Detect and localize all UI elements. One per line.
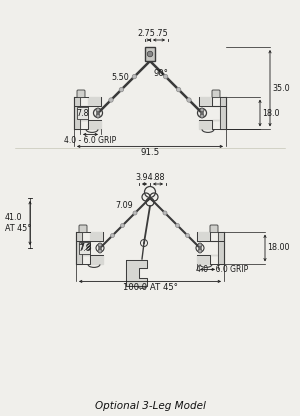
Circle shape (200, 108, 204, 112)
Polygon shape (76, 232, 82, 265)
Text: 90°: 90° (154, 69, 169, 77)
Polygon shape (76, 232, 103, 241)
Circle shape (132, 74, 137, 79)
FancyBboxPatch shape (79, 225, 87, 233)
FancyBboxPatch shape (145, 47, 155, 61)
FancyBboxPatch shape (79, 242, 90, 255)
Circle shape (121, 223, 124, 228)
Text: 5.50: 5.50 (111, 73, 129, 82)
Circle shape (119, 87, 124, 92)
Circle shape (110, 233, 115, 238)
Text: 7.8: 7.8 (78, 244, 91, 253)
Circle shape (176, 223, 179, 228)
Circle shape (164, 74, 168, 79)
Polygon shape (74, 97, 101, 106)
Text: 7.8: 7.8 (80, 243, 92, 253)
Text: 4.0 - 6.0 GRIP: 4.0 - 6.0 GRIP (196, 265, 249, 274)
Text: 7.09: 7.09 (115, 201, 133, 210)
Polygon shape (199, 97, 226, 106)
Polygon shape (218, 232, 224, 265)
Circle shape (96, 114, 100, 118)
Text: .75: .75 (154, 29, 167, 37)
Polygon shape (126, 260, 147, 286)
Text: Optional 3-Leg Model: Optional 3-Leg Model (94, 401, 206, 411)
Circle shape (97, 111, 100, 114)
Text: 35.0: 35.0 (272, 84, 290, 93)
Circle shape (109, 98, 113, 102)
Circle shape (98, 243, 102, 247)
FancyBboxPatch shape (210, 225, 218, 233)
FancyBboxPatch shape (212, 90, 220, 98)
Text: 4.0 - 6.0 GRIP: 4.0 - 6.0 GRIP (64, 136, 117, 146)
Text: 7.8: 7.8 (76, 109, 89, 118)
Circle shape (98, 249, 102, 253)
Polygon shape (197, 255, 224, 265)
Text: 18.0: 18.0 (262, 109, 280, 117)
Text: .88: .88 (152, 173, 164, 181)
Text: 2.75: 2.75 (138, 29, 155, 37)
Text: 3.94: 3.94 (136, 173, 153, 181)
Text: 18.00: 18.00 (267, 243, 290, 253)
Circle shape (163, 211, 167, 215)
Circle shape (185, 233, 190, 238)
Circle shape (198, 249, 202, 253)
Circle shape (96, 108, 100, 112)
FancyBboxPatch shape (77, 107, 88, 119)
Circle shape (200, 111, 203, 114)
Polygon shape (220, 97, 226, 129)
Text: 91.5: 91.5 (140, 149, 160, 157)
Circle shape (187, 98, 191, 102)
Text: 41.0
AT 45°: 41.0 AT 45° (5, 213, 31, 233)
Circle shape (147, 51, 153, 57)
Polygon shape (199, 120, 226, 129)
FancyBboxPatch shape (77, 90, 85, 98)
Circle shape (133, 211, 137, 215)
Circle shape (98, 247, 101, 250)
Polygon shape (74, 120, 101, 129)
Text: 100.0 AT 45°: 100.0 AT 45° (123, 283, 177, 292)
Circle shape (199, 247, 202, 250)
Circle shape (176, 87, 181, 92)
Polygon shape (74, 97, 80, 129)
Polygon shape (197, 232, 224, 241)
Polygon shape (76, 255, 103, 265)
Circle shape (200, 114, 204, 118)
Circle shape (198, 243, 202, 247)
